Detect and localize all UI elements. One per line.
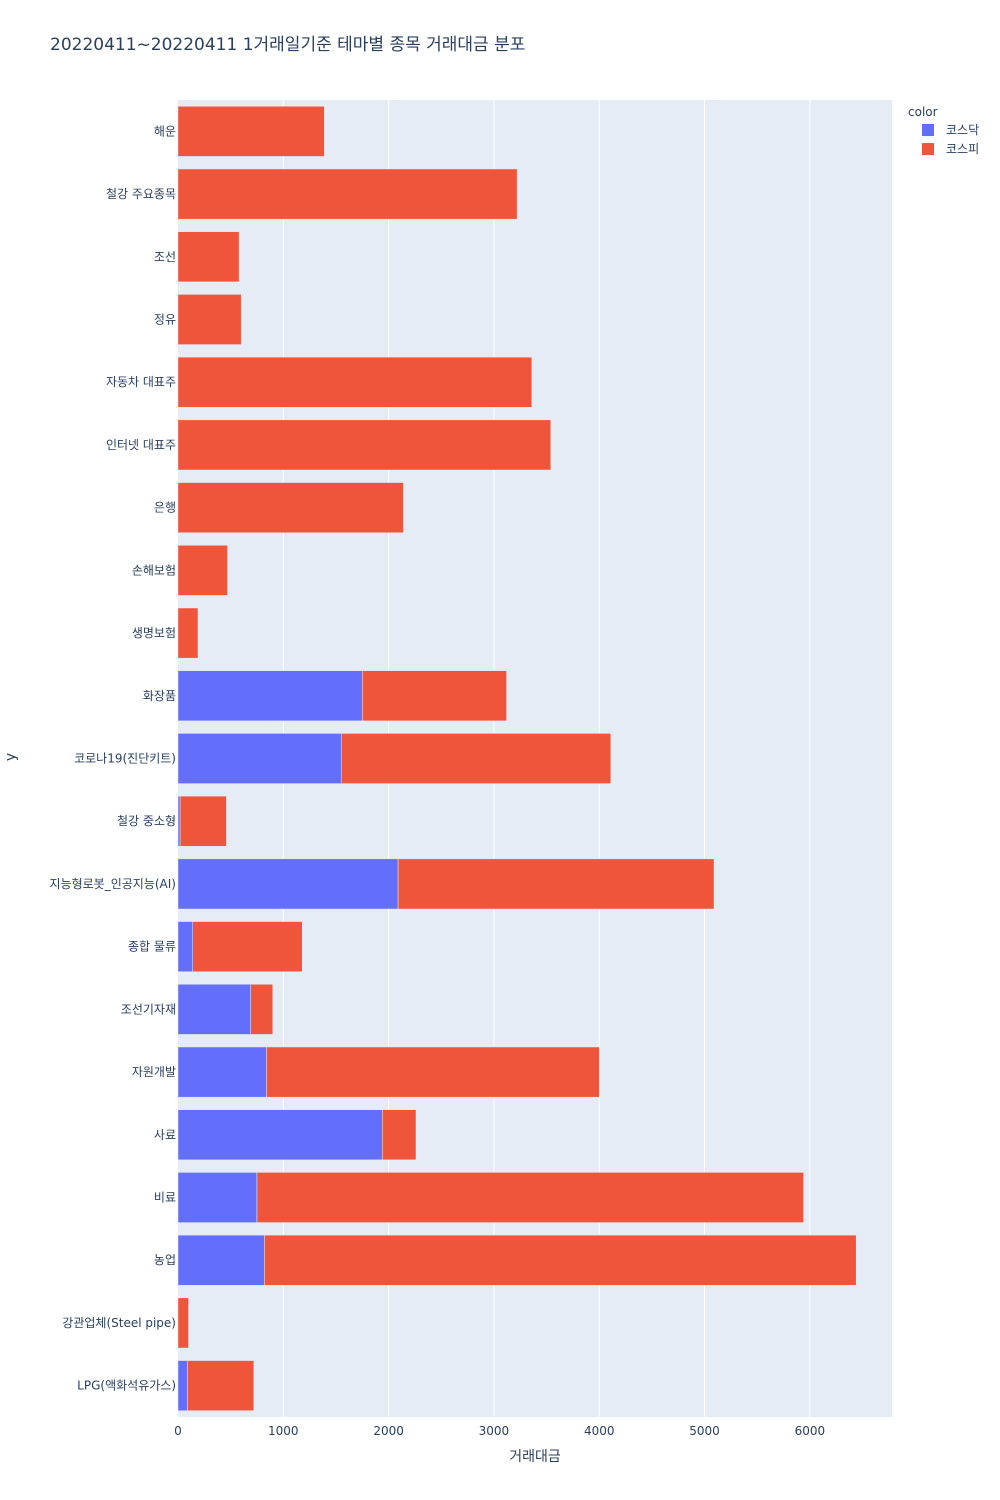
x-tick-label: 3000 (479, 1424, 510, 1438)
bar-segment (177, 419, 552, 471)
bar-segment (177, 545, 228, 596)
bar-segment (264, 1234, 857, 1286)
legend-label[interactable]: 코스닥 (946, 123, 979, 137)
y-tick-label: 화장품 (143, 689, 176, 703)
bar-segment (177, 168, 518, 220)
bar-segment (250, 984, 274, 1035)
y-tick-label: 은행 (154, 500, 176, 515)
bar-segment (177, 921, 193, 972)
bar-segment (187, 1360, 255, 1411)
chart-title: 20220411~20220411 1거래일기준 테마별 종목 거래대금 분포 (50, 35, 525, 55)
y-tick-label: 해운 (154, 124, 176, 138)
bar-segment (382, 1109, 417, 1161)
bar-segment (177, 607, 199, 659)
bar-segment (177, 106, 325, 157)
x-axis-title: 거래대금 (509, 1449, 561, 1465)
y-tick-label: 자원개발 (132, 1065, 176, 1079)
bar-segment (177, 1046, 267, 1098)
y-tick-label: 철강 주요종목 (106, 187, 176, 201)
y-tick-label: 농업 (154, 1253, 176, 1267)
bar-segment (177, 1360, 188, 1411)
bars (177, 106, 857, 1411)
y-tick-label: 인터넷 대표주 (106, 438, 176, 452)
y-tick-label: 종합 물류 (128, 940, 176, 954)
x-tick-label: 0 (174, 1424, 182, 1438)
y-tick-label: LPG(액화석유가스) (77, 1379, 176, 1393)
bar-segment (177, 984, 251, 1035)
bar-segment (177, 356, 533, 408)
legend-label[interactable]: 코스피 (946, 142, 979, 156)
x-tick-label: 1000 (268, 1424, 299, 1438)
bar-segment (177, 1234, 265, 1286)
bar-segment (177, 733, 342, 784)
y-tick-label: 정유 (154, 313, 176, 327)
y-axis-title: y (3, 753, 19, 761)
y-tick-label: 사료 (154, 1128, 176, 1142)
y-tick-label: 지능형로봇_인공지능(AI) (50, 877, 176, 891)
bar-segment (177, 795, 181, 847)
x-axis-ticks: 0 1000 2000 3000 4000 5000 6000 (174, 1424, 825, 1438)
bar-segment (397, 858, 715, 910)
x-tick-label: 5000 (689, 1424, 720, 1438)
bar-segment (192, 921, 303, 972)
y-tick-label: 조선 (154, 250, 176, 264)
bar-segment (177, 670, 363, 722)
bar-segment (177, 1109, 383, 1161)
y-tick-label: 철강 중소형 (117, 814, 176, 828)
y-tick-label: 비료 (154, 1191, 176, 1205)
bar-segment (177, 1172, 258, 1223)
y-tick-label: 조선기자재 (121, 1002, 176, 1016)
y-tick-label: 생명보험 (132, 626, 176, 640)
bar-segment (362, 670, 507, 722)
y-tick-label: 자동차 대표주 (106, 375, 176, 389)
x-tick-label: 2000 (373, 1424, 404, 1438)
y-tick-label: 손해보험 (132, 563, 176, 577)
legend-swatch[interactable] (922, 143, 934, 155)
y-tick-label: 코로나19(진단키트) (74, 752, 176, 766)
x-tick-label: 4000 (584, 1424, 615, 1438)
bar-segment (177, 482, 404, 533)
legend-title: color (908, 105, 938, 119)
bar-segment (256, 1172, 804, 1223)
bar-segment (179, 795, 227, 847)
bar-segment (177, 858, 399, 910)
bar-segment (177, 231, 240, 283)
bar-segment (177, 1297, 189, 1349)
bar-segment (177, 294, 242, 345)
bar-segment (340, 733, 612, 784)
legend-swatch[interactable] (922, 124, 934, 136)
bar-segment (266, 1046, 600, 1098)
y-tick-label: 강관업체(Steel pipe) (62, 1316, 176, 1330)
x-tick-label: 6000 (795, 1424, 826, 1438)
